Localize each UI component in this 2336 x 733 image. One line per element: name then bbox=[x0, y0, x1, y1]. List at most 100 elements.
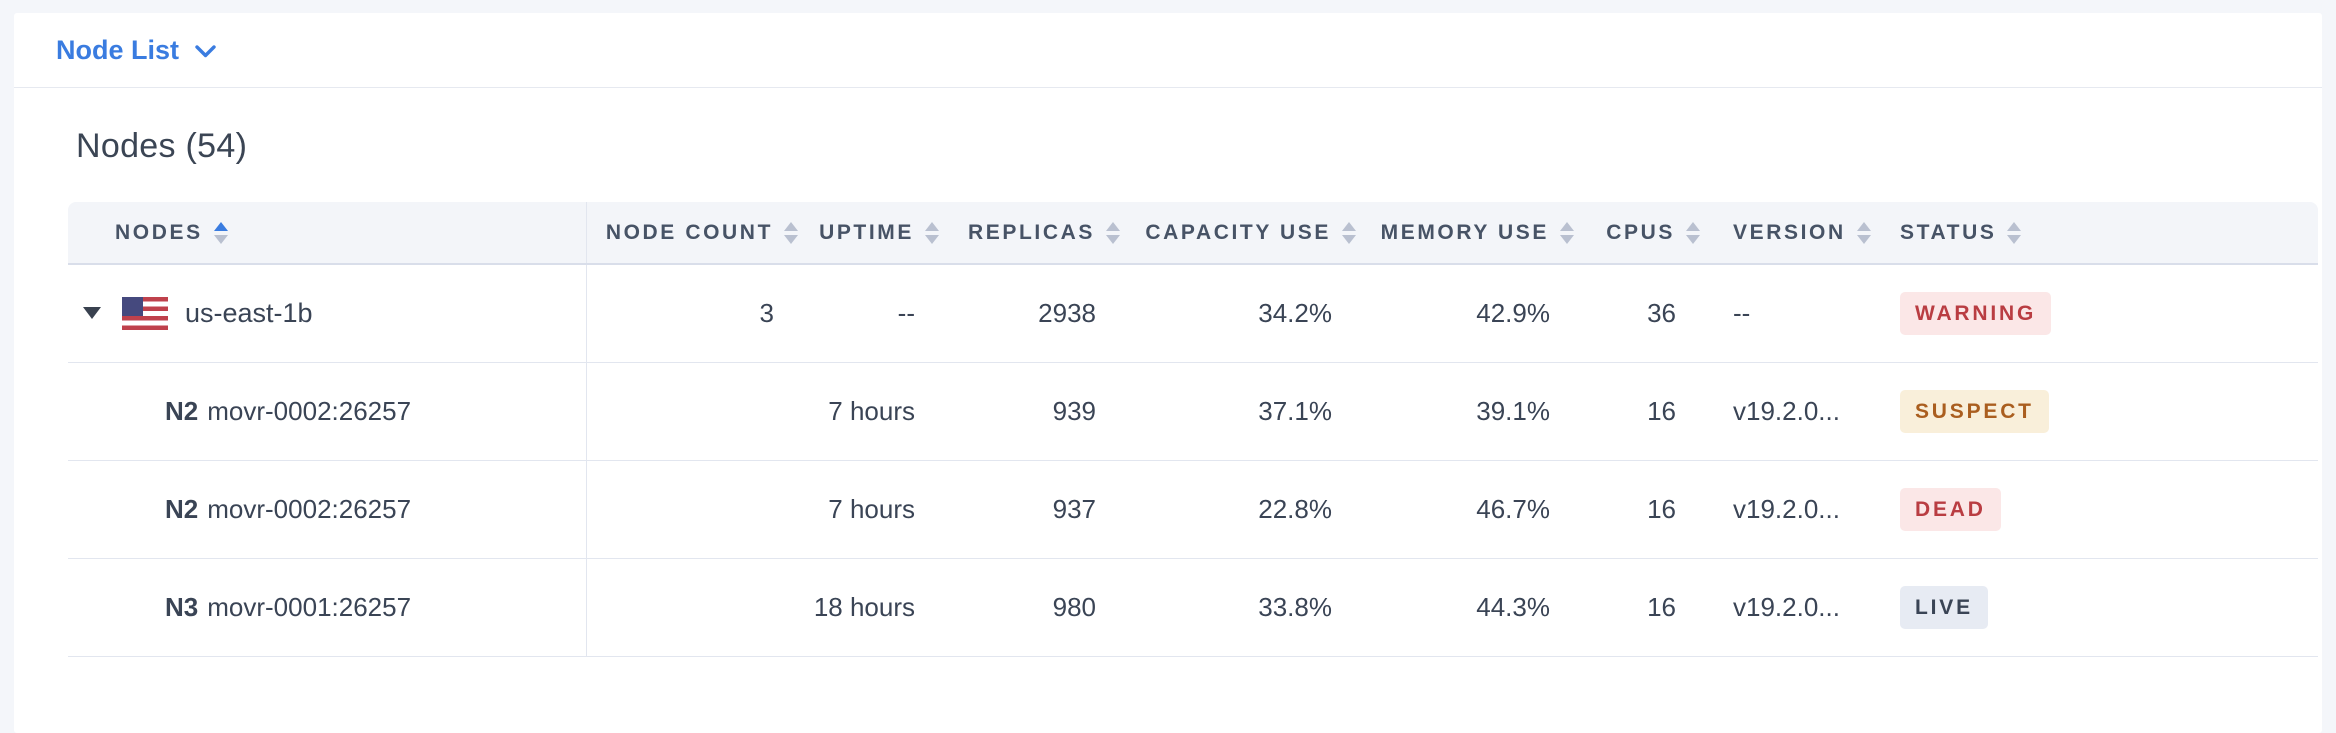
cell-uptime: -- bbox=[806, 264, 947, 363]
sort-desc-arrow bbox=[213, 234, 228, 244]
sort-desc-arrow bbox=[1560, 234, 1574, 244]
node-address: movr-0001:26257 bbox=[207, 591, 412, 622]
sort-asc-arrow bbox=[1560, 221, 1574, 231]
table-row-node[interactable]: N3 movr-0001:26257 18 hours 980 33.8% 44.3% 16… bbox=[68, 558, 2318, 657]
node-address: movr-0002:26257 bbox=[207, 395, 412, 426]
sort-desc-arrow bbox=[925, 234, 939, 244]
cell-uptime: 7 hours bbox=[806, 362, 947, 461]
node-address: movr-0002:26257 bbox=[207, 493, 412, 524]
sort-desc-arrow bbox=[1856, 234, 1871, 244]
node-id: N3 bbox=[165, 591, 199, 622]
cell-version: v19.2.0... bbox=[1708, 460, 1880, 559]
column-label: NODES bbox=[115, 220, 203, 244]
column-label: UPTIME bbox=[819, 220, 914, 244]
column-label: VERSION bbox=[1733, 220, 1846, 244]
cell-cpus: 16 bbox=[1582, 460, 1708, 559]
cell-memory_use: 44.3% bbox=[1364, 558, 1582, 657]
column-header-capacity_use[interactable]: CAPACITY USE bbox=[1128, 202, 1364, 265]
sort-icon[interactable] bbox=[1560, 221, 1574, 244]
table-body: us-east-1b 3 -- 2938 34.2% 42.9% 36 -- WARNING N2… bbox=[68, 264, 2318, 657]
node-id: N2 bbox=[165, 395, 199, 426]
sort-asc-arrow bbox=[213, 221, 228, 231]
column-header-version[interactable]: VERSION bbox=[1708, 202, 1880, 265]
sort-icon[interactable] bbox=[1342, 221, 1356, 244]
column-label: NODE COUNT bbox=[605, 220, 773, 244]
table-row-node[interactable]: N2 movr-0002:26257 7 hours 939 37.1% 39.1% 16 v… bbox=[68, 362, 2318, 461]
column-header-nodes[interactable]: NODES bbox=[68, 202, 587, 265]
column-label: CAPACITY USE bbox=[1145, 220, 1331, 244]
sort-icon[interactable] bbox=[1686, 221, 1700, 244]
sort-icon[interactable] bbox=[925, 221, 939, 244]
sort-asc-arrow bbox=[2007, 221, 2022, 231]
column-header-node_count[interactable]: NODE COUNT bbox=[586, 202, 806, 265]
cell-memory_use: 46.7% bbox=[1364, 460, 1582, 559]
sort-icon[interactable] bbox=[213, 221, 228, 244]
table-row-node[interactable]: N2 movr-0002:26257 7 hours 937 22.8% 46.7% 16 v… bbox=[68, 460, 2318, 559]
column-label: MEMORY USE bbox=[1380, 220, 1549, 244]
status-badge: DEAD bbox=[1900, 487, 2001, 531]
region-name: us-east-1b bbox=[185, 297, 313, 328]
cell-replicas: 980 bbox=[947, 558, 1128, 657]
sort-asc-arrow bbox=[784, 221, 798, 231]
sort-desc-arrow bbox=[1342, 234, 1356, 244]
cell-node_count bbox=[586, 362, 806, 461]
cell-capacity_use: 37.1% bbox=[1128, 362, 1364, 461]
cell-cpus: 16 bbox=[1582, 558, 1708, 657]
cell-replicas: 937 bbox=[947, 460, 1128, 559]
cell-node_count: 3 bbox=[586, 264, 806, 363]
sort-icon[interactable] bbox=[784, 221, 798, 244]
sort-asc-arrow bbox=[1342, 221, 1356, 231]
cell-cpus: 36 bbox=[1582, 264, 1708, 363]
cell-node_count bbox=[586, 460, 806, 559]
sort-desc-arrow bbox=[1686, 234, 1700, 244]
column-label: STATUS bbox=[1900, 220, 1997, 244]
sort-desc-arrow bbox=[1106, 234, 1120, 244]
column-label: REPLICAS bbox=[968, 220, 1095, 244]
cell-capacity_use: 33.8% bbox=[1128, 558, 1364, 657]
cell-memory_use: 39.1% bbox=[1364, 362, 1582, 461]
nodes-table: NODES NODE COUNT UPTIME REPLICAS CAPACITY US… bbox=[68, 202, 2318, 657]
cell-cpus: 16 bbox=[1582, 362, 1708, 461]
column-header-uptime[interactable]: UPTIME bbox=[806, 202, 947, 265]
cell-nodes: us-east-1b bbox=[68, 264, 587, 363]
table-row-region[interactable]: us-east-1b 3 -- 2938 34.2% 42.9% 36 -- WARNING bbox=[68, 264, 2318, 363]
sort-icon[interactable] bbox=[1856, 221, 1871, 244]
table-header: NODES NODE COUNT UPTIME REPLICAS CAPACITY US… bbox=[68, 202, 2318, 265]
table-header-row: NODES NODE COUNT UPTIME REPLICAS CAPACITY US… bbox=[68, 202, 2318, 265]
cell-status: SUSPECT bbox=[1880, 362, 2318, 461]
cell-status: LIVE bbox=[1880, 558, 2318, 657]
cell-nodes: N2 movr-0002:26257 bbox=[68, 460, 587, 559]
sort-asc-arrow bbox=[1686, 221, 1700, 231]
status-badge: SUSPECT bbox=[1900, 389, 2049, 433]
column-header-cpus[interactable]: CPUS bbox=[1582, 202, 1708, 265]
cell-nodes: N2 movr-0002:26257 bbox=[68, 362, 587, 461]
sort-desc-arrow bbox=[2007, 234, 2022, 244]
us-flag-icon bbox=[122, 296, 168, 330]
node-list-dropdown[interactable]: Node List bbox=[56, 35, 216, 66]
cell-capacity_use: 22.8% bbox=[1128, 460, 1364, 559]
cell-status: DEAD bbox=[1880, 460, 2318, 559]
node-list-card: Node List Nodes (54) NODES NODE COUNT UPTI… bbox=[14, 13, 2322, 733]
node-list-dropdown-label: Node List bbox=[56, 34, 180, 65]
column-header-memory_use[interactable]: MEMORY USE bbox=[1364, 202, 1582, 265]
sort-asc-arrow bbox=[1856, 221, 1871, 231]
cell-version: v19.2.0... bbox=[1708, 558, 1880, 657]
column-label: CPUS bbox=[1606, 220, 1675, 244]
cell-uptime: 7 hours bbox=[806, 460, 947, 559]
status-badge: LIVE bbox=[1900, 585, 1988, 629]
cell-version: -- bbox=[1708, 264, 1880, 363]
cell-nodes: N3 movr-0001:26257 bbox=[68, 558, 587, 657]
sort-icon[interactable] bbox=[2007, 221, 2022, 244]
cell-replicas: 2938 bbox=[947, 264, 1128, 363]
status-badge: WARNING bbox=[1900, 291, 2052, 335]
sort-icon[interactable] bbox=[1106, 221, 1120, 244]
sort-asc-arrow bbox=[925, 221, 939, 231]
column-header-replicas[interactable]: REPLICAS bbox=[947, 202, 1128, 265]
page-title: Nodes (54) bbox=[76, 127, 248, 165]
expand-caret-icon[interactable] bbox=[83, 307, 101, 320]
column-header-status[interactable]: STATUS bbox=[1880, 202, 2318, 265]
sort-asc-arrow bbox=[1106, 221, 1120, 231]
sort-desc-arrow bbox=[784, 234, 798, 244]
node-id: N2 bbox=[165, 493, 199, 524]
cell-capacity_use: 34.2% bbox=[1128, 264, 1364, 363]
